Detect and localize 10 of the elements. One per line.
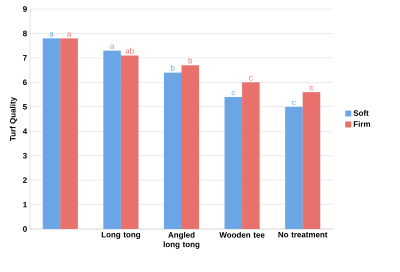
bar [242, 82, 260, 229]
bar [302, 92, 320, 229]
bar [182, 65, 200, 229]
bar [60, 38, 78, 229]
bar [120, 55, 138, 229]
bar [42, 38, 60, 229]
bar [224, 97, 242, 229]
bar [285, 106, 303, 229]
bar [103, 50, 121, 229]
bar [164, 72, 182, 229]
